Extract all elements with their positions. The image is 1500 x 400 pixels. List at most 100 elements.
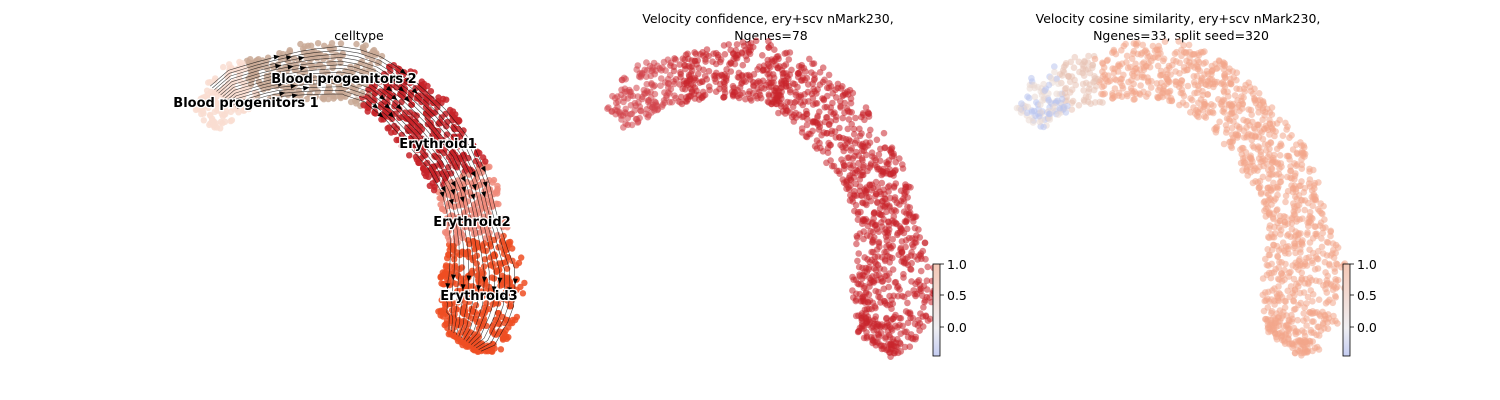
cell-point <box>1331 268 1339 276</box>
cell-point <box>1300 317 1307 324</box>
celltype-point <box>491 252 499 259</box>
cell-point <box>657 82 664 89</box>
cell-point <box>1279 132 1287 139</box>
cell-point <box>889 266 897 273</box>
cell-point <box>1228 124 1236 132</box>
cell-point <box>1255 90 1263 97</box>
cell-point <box>1274 160 1281 168</box>
cell-point <box>710 72 718 80</box>
streamline-arrow <box>482 181 488 188</box>
cell-point <box>885 276 892 284</box>
celltype-panel: celltype Blood progenitors 2 Blood proge… <box>172 28 528 355</box>
cell-point <box>700 66 707 74</box>
cell-point <box>1296 289 1304 297</box>
cell-point <box>1329 299 1337 307</box>
cell-point <box>900 258 908 266</box>
cell-point <box>876 294 884 301</box>
celltype-point <box>455 116 462 124</box>
cell-point <box>837 85 845 92</box>
cell-point <box>819 64 827 71</box>
celltype-point <box>401 109 409 116</box>
celltype-point <box>335 80 342 88</box>
cell-point <box>882 335 889 342</box>
cell-point <box>702 58 709 65</box>
cell-point <box>1330 246 1337 254</box>
celltype-point <box>412 119 419 126</box>
cell-point <box>890 184 898 191</box>
celltype-point <box>321 42 328 49</box>
celltype-point <box>286 47 293 54</box>
streamline-arrow <box>480 165 486 173</box>
cell-point <box>1239 101 1246 108</box>
cell-point <box>805 130 812 138</box>
celltype-point <box>493 267 500 275</box>
cell-point <box>861 254 868 261</box>
streamline <box>228 79 470 337</box>
cell-point <box>829 99 836 107</box>
cell-point <box>1334 283 1341 291</box>
cell-point <box>748 97 755 104</box>
celltype-point <box>443 317 451 324</box>
cell-point <box>907 266 915 273</box>
cell-point <box>694 70 702 78</box>
celltype-point <box>497 346 505 353</box>
celltype-point <box>226 65 233 72</box>
celltype-point <box>222 100 229 107</box>
cell-point <box>1290 244 1298 252</box>
cell-point <box>1079 80 1087 88</box>
cell-point <box>852 114 859 122</box>
cell-point <box>872 178 880 186</box>
celltype-point <box>303 95 311 103</box>
cell-point <box>705 83 713 90</box>
cell-point <box>1211 125 1218 133</box>
cell-point <box>767 63 774 71</box>
celltype-point <box>477 290 484 297</box>
cell-point <box>792 91 800 99</box>
cell-point <box>907 331 915 338</box>
cell-point <box>660 97 668 104</box>
cell-point <box>876 205 884 212</box>
cell-point <box>868 305 875 313</box>
cell-point <box>862 309 870 317</box>
celltype-point <box>415 159 423 167</box>
cell-point <box>800 64 808 72</box>
celltype-point <box>430 127 437 134</box>
cell-point <box>875 240 882 247</box>
cell-point <box>920 304 927 311</box>
cell-point <box>1290 342 1297 349</box>
cell-point <box>677 69 684 76</box>
celltype-point <box>443 96 450 103</box>
cell-point <box>658 103 666 110</box>
cell-point <box>847 99 855 107</box>
cell-point <box>1246 83 1254 91</box>
celltype-point <box>370 79 377 87</box>
cell-point <box>1185 41 1193 49</box>
cell-point <box>901 343 909 351</box>
cell-point <box>1165 76 1172 84</box>
cell-point <box>848 195 856 202</box>
cell-point <box>878 345 886 353</box>
celltype-point <box>279 50 287 58</box>
cell-point <box>1187 109 1194 116</box>
cell-point <box>1279 239 1287 246</box>
celltype-point <box>451 217 459 224</box>
cell-point <box>912 235 919 242</box>
cell-point <box>1084 98 1092 106</box>
celltype-point <box>437 201 444 208</box>
cell-point <box>1311 344 1319 352</box>
cell-point <box>1099 83 1106 91</box>
cell-point <box>785 56 793 63</box>
cell-point <box>732 54 739 62</box>
cell-point <box>820 96 828 104</box>
streamline-arrow <box>411 88 418 95</box>
cell-point <box>1274 252 1281 260</box>
celltype-point <box>512 316 519 324</box>
cell-point <box>1201 101 1209 108</box>
cell-point <box>780 69 787 77</box>
streamline-arrow <box>299 65 307 71</box>
panel-2-title-line2: Ngenes=78 <box>734 28 808 43</box>
cell-point <box>887 353 894 361</box>
cell-point <box>1259 116 1266 123</box>
celltype-point <box>245 59 253 66</box>
cell-point <box>864 321 872 329</box>
